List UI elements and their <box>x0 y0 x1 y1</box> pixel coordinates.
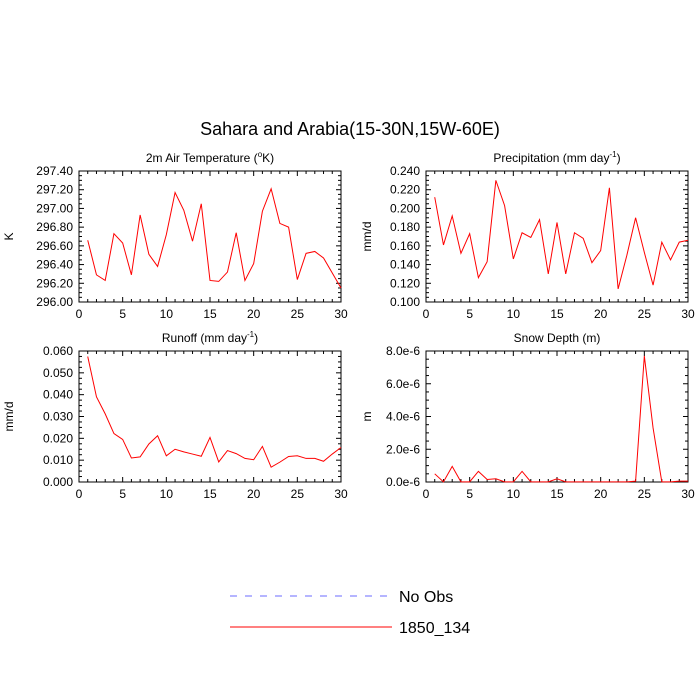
y-axis-label: mm/d <box>2 402 16 432</box>
y-tick-label: 297.40 <box>36 164 73 178</box>
x-tick-label: 20 <box>247 487 261 501</box>
x-tick-label: 15 <box>203 487 217 501</box>
y-tick-label: 0.140 <box>390 258 420 272</box>
panel-temperature: 2m Air Temperature (oK) K 0 5 10 15 20 25 30 296.… <box>2 150 348 321</box>
y-tick-label: 296.80 <box>36 220 73 234</box>
x-tick-label: 10 <box>507 487 521 501</box>
series-line-1850_134 <box>87 356 342 468</box>
x-tick-label: 25 <box>638 307 652 321</box>
series-line-1850_134 <box>434 180 689 290</box>
x-tick-label: 5 <box>466 307 473 321</box>
panel-runoff: Runoff (mm day-1) mm/d 0 5 10 15 20 25 30 0.000 0.… <box>2 330 348 501</box>
y-tick-label: 8.0e-6 <box>386 344 420 358</box>
y-tick-label: 6.0e-6 <box>386 377 420 391</box>
y-tick-label: 296.20 <box>36 276 73 290</box>
x-tick-label: 25 <box>291 487 305 501</box>
x-tick-label: 20 <box>247 307 261 321</box>
y-axis-label: m <box>360 412 374 422</box>
y-tick-label: 0.050 <box>43 366 73 380</box>
x-tick-label: 5 <box>119 487 126 501</box>
x-tick-label: 25 <box>291 307 305 321</box>
x-tick-label: 15 <box>550 307 564 321</box>
x-tick-label: 20 <box>594 307 608 321</box>
x-tick-label: 0 <box>423 307 430 321</box>
y-tick-label: 0.240 <box>390 164 420 178</box>
y-tick-label: 296.40 <box>36 258 73 272</box>
x-tick-label: 10 <box>507 307 521 321</box>
x-tick-label: 0 <box>423 487 430 501</box>
y-tick-label: 0.010 <box>43 453 73 467</box>
panel-title: Runoff (mm day-1) <box>162 330 258 345</box>
x-tick-label: 15 <box>203 307 217 321</box>
series-line-1850_134 <box>434 355 688 483</box>
y-tick-label: 0.160 <box>390 239 420 253</box>
x-tick-label: 30 <box>681 307 695 321</box>
x-tick-label: 5 <box>119 307 126 321</box>
panel-snow-depth: Snow Depth (m) m 0 5 10 15 20 25 30 0.0e-6 2.0e-6 4… <box>360 331 695 501</box>
plot-frame <box>78 350 342 483</box>
panel-title: Precipitation (mm day-1) <box>493 150 620 165</box>
y-tick-label: 2.0e-6 <box>386 442 420 456</box>
panel-title: 2m Air Temperature (oK) <box>146 150 274 165</box>
x-tick-label: 15 <box>550 487 564 501</box>
y-axis-label: mm/d <box>360 222 374 252</box>
y-tick-label: 0.030 <box>43 410 73 424</box>
y-tick-label: 296.60 <box>36 239 73 253</box>
y-axis-label: K <box>2 232 16 240</box>
y-tick-label: 0.040 <box>43 388 73 402</box>
y-tick-label: 0.060 <box>43 344 73 358</box>
y-tick-label: 297.00 <box>36 201 73 215</box>
y-tick-label: 0.020 <box>43 431 73 445</box>
y-tick-label: 0.0e-6 <box>386 475 420 489</box>
x-tick-label: 30 <box>681 487 695 501</box>
y-tick-label: 297.20 <box>36 183 73 197</box>
y-tick-label: 0.200 <box>390 201 420 215</box>
x-tick-label: 30 <box>334 307 348 321</box>
x-tick-label: 5 <box>466 487 473 501</box>
panel-title: Snow Depth (m) <box>514 331 601 345</box>
legend: No Obs 1850_134 <box>230 589 470 637</box>
plot-frame <box>78 170 342 303</box>
x-tick-label: 20 <box>594 487 608 501</box>
legend-label: 1850_134 <box>399 620 470 637</box>
y-tick-label: 0.220 <box>390 183 420 197</box>
panel-precipitation: Precipitation (mm day-1) mm/d 0 5 10 15 20 25 30… <box>360 150 695 321</box>
y-tick-label: 296.00 <box>36 295 73 309</box>
y-tick-label: 0.120 <box>390 276 420 290</box>
plot-frame <box>425 170 689 303</box>
x-tick-label: 10 <box>160 307 174 321</box>
legend-label: No Obs <box>399 589 453 606</box>
y-tick-label: 0.100 <box>390 295 420 309</box>
y-tick-label: 4.0e-6 <box>386 410 420 424</box>
plot-frame <box>425 350 689 483</box>
y-tick-label: 0.000 <box>43 475 73 489</box>
x-tick-label: 0 <box>76 487 83 501</box>
x-tick-label: 25 <box>638 487 652 501</box>
y-tick-label: 0.180 <box>390 220 420 234</box>
series-line-1850_134 <box>87 187 342 289</box>
main-title: Sahara and Arabia(15-30N,15W-60E) <box>200 119 500 139</box>
chart-panels: 2m Air Temperature (oK) K 0 5 10 15 20 25 30 296.… <box>2 150 695 501</box>
x-tick-label: 30 <box>334 487 348 501</box>
x-tick-label: 0 <box>76 307 83 321</box>
x-tick-label: 10 <box>160 487 174 501</box>
